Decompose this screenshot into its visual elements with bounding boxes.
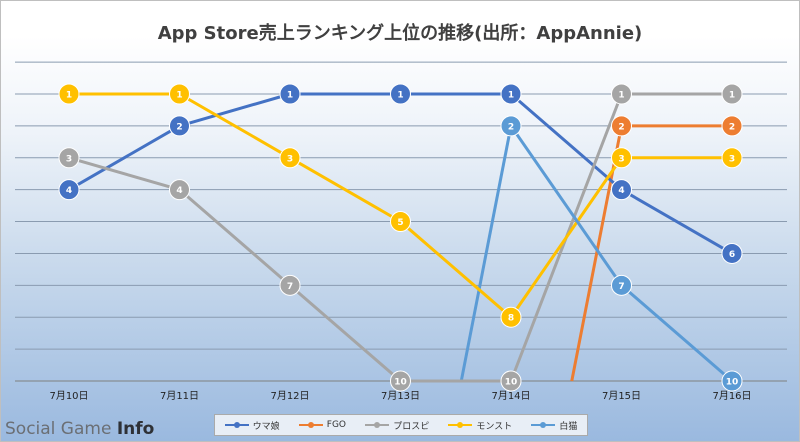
data-point — [721, 115, 743, 137]
data-point — [721, 83, 743, 105]
legend-label: モンスト — [476, 421, 513, 432]
data-label: 1 — [176, 91, 182, 101]
legend-marker — [540, 422, 547, 428]
data-point — [58, 147, 80, 169]
data-label: 6 — [729, 250, 735, 260]
data-label: 1 — [66, 91, 72, 101]
data-point — [58, 83, 80, 105]
x-tick-label: 7月15日 — [602, 390, 641, 402]
data-point — [721, 242, 743, 264]
data-point — [611, 274, 632, 296]
chart-title: App Store売上ランキング上位の推移(出所：AppAnnie) — [157, 23, 643, 44]
legend-marker — [457, 422, 464, 428]
data-label: 10 — [726, 378, 739, 388]
legend-item: 白猫 — [531, 419, 577, 432]
data-label: 1 — [508, 91, 514, 101]
data-label: 3 — [618, 154, 624, 164]
data-point — [500, 306, 522, 328]
legend-marker — [233, 422, 240, 428]
series-line — [69, 92, 732, 319]
x-tick-label: 7月16日 — [712, 390, 751, 402]
watermark-text-2: Info — [116, 419, 155, 439]
legend-marker — [374, 422, 381, 428]
data-label: 1 — [618, 91, 624, 101]
data-label: 8 — [508, 314, 514, 324]
data-label: 2 — [618, 122, 624, 132]
legend-label: FGO — [326, 420, 347, 430]
x-axis-ticks: 7月10日 7月11日 7月12日 7月13日 7月14日 7月15日 7月16日 — [49, 390, 751, 402]
legend-label: 白猫 — [559, 421, 578, 432]
legend-label: ウマ娘 — [252, 421, 280, 432]
data-point — [279, 83, 301, 105]
legend-swatch — [448, 422, 473, 428]
x-tick-label: 7月13日 — [381, 390, 420, 402]
legend-label: プロスピ — [393, 421, 430, 432]
series-line-offscale — [459, 125, 513, 382]
legend-item: FGO — [298, 420, 347, 430]
data-label: 4 — [176, 186, 182, 196]
data-point — [721, 147, 743, 169]
data-label: 10 — [394, 378, 407, 388]
x-tick-label: 7月12日 — [270, 390, 309, 402]
data-point — [279, 147, 301, 169]
x-tick-label: 7月10日 — [49, 390, 88, 402]
data-point — [169, 115, 190, 137]
data-label: 10 — [505, 378, 518, 388]
legend: ウマ娘 FGO プロスピ モンスト 白猫 — [214, 414, 588, 436]
series-lines — [68, 92, 733, 383]
data-point — [169, 179, 190, 201]
legend-swatch — [531, 422, 556, 428]
data-point — [390, 370, 411, 392]
data-label: 3 — [66, 154, 72, 164]
data-label: 3 — [729, 154, 735, 164]
x-tick-label: 7月14日 — [491, 390, 530, 402]
data-point — [721, 370, 743, 392]
legend-swatch — [365, 422, 390, 428]
data-label: 1 — [287, 91, 293, 101]
data-label: 2 — [729, 122, 735, 132]
legend-item: モンスト — [448, 419, 512, 432]
data-label: 7 — [287, 282, 293, 292]
legend-marker — [307, 422, 314, 428]
legend-swatch — [224, 422, 249, 428]
data-point — [169, 83, 190, 105]
data-label: 1 — [729, 91, 735, 101]
data-label: 3 — [287, 154, 293, 164]
data-label: 4 — [618, 186, 624, 196]
data-point — [611, 179, 632, 201]
legend-swatch — [298, 422, 323, 428]
data-point — [611, 115, 632, 137]
data-point — [390, 211, 411, 233]
data-label: 2 — [176, 122, 182, 132]
data-point — [279, 274, 301, 296]
data-label: 1 — [397, 91, 403, 101]
data-label: 4 — [66, 186, 72, 196]
watermark-text-1: Social Game — [5, 419, 117, 439]
data-label: 5 — [397, 218, 403, 228]
legend-item: ウマ娘 — [224, 419, 280, 432]
watermark: Social Game Info — [5, 419, 154, 439]
data-point — [500, 370, 522, 392]
data-label: 2 — [508, 122, 514, 132]
x-tick-label: 7月11日 — [160, 390, 199, 402]
data-point — [58, 179, 80, 201]
data-point — [390, 83, 411, 105]
legend-item: プロスピ — [365, 419, 429, 432]
data-point — [611, 147, 632, 169]
data-point — [500, 115, 522, 137]
series-points: 4 2 1 1 1 4 6 2 2 3 4 7 10 10 1 1 1 1 3 5 8 3 3 2 7 10 — [58, 83, 743, 392]
data-point — [500, 83, 522, 105]
series-line — [68, 92, 732, 383]
data-label: 7 — [618, 282, 624, 292]
data-point — [611, 83, 632, 105]
